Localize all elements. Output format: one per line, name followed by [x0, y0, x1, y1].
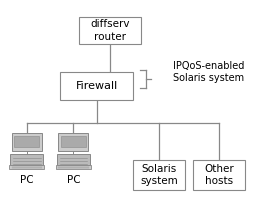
Text: diffserv
router: diffserv router: [90, 19, 130, 42]
FancyBboxPatch shape: [59, 132, 88, 151]
FancyBboxPatch shape: [10, 165, 44, 169]
FancyBboxPatch shape: [56, 165, 91, 169]
FancyBboxPatch shape: [133, 160, 185, 190]
FancyBboxPatch shape: [60, 72, 133, 100]
FancyBboxPatch shape: [14, 136, 39, 147]
FancyBboxPatch shape: [57, 154, 90, 165]
Text: Other
hosts: Other hosts: [204, 164, 234, 186]
Text: Firewall: Firewall: [76, 81, 118, 91]
FancyBboxPatch shape: [61, 136, 86, 147]
Text: PC: PC: [67, 175, 80, 185]
Text: Solaris
system: Solaris system: [140, 164, 178, 186]
FancyBboxPatch shape: [193, 160, 245, 190]
Text: PC: PC: [20, 175, 34, 185]
FancyBboxPatch shape: [10, 154, 43, 165]
FancyBboxPatch shape: [79, 17, 141, 44]
Text: IPQoS-enabled
Solaris system: IPQoS-enabled Solaris system: [173, 61, 245, 83]
FancyBboxPatch shape: [12, 132, 42, 151]
